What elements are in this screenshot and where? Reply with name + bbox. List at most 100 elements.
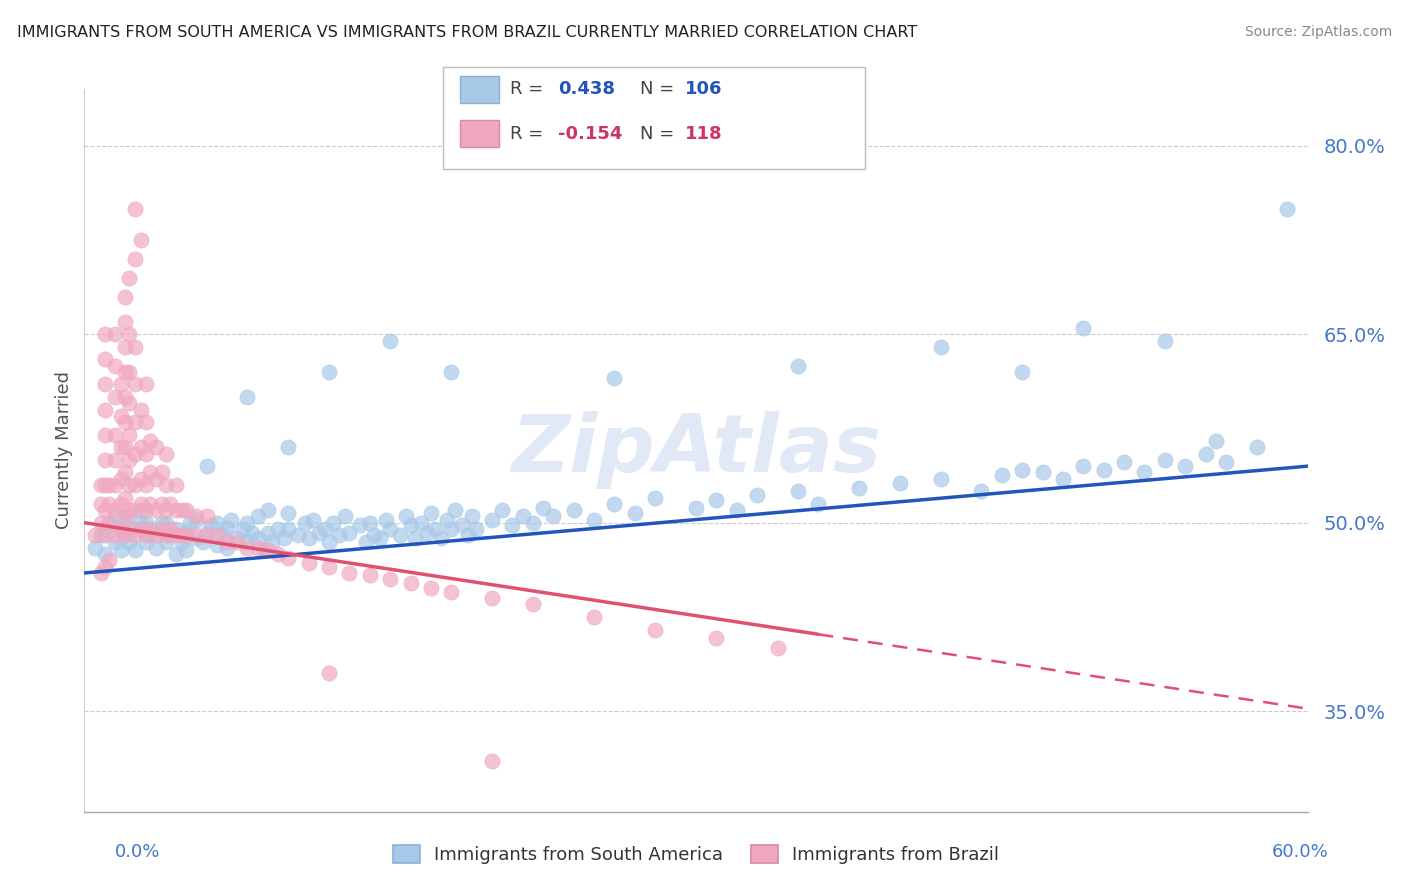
Point: [97, 478, 120, 492]
Point: [205, 528, 228, 542]
Point: [124, 252, 146, 266]
Point: [512, 509, 534, 524]
Point: [165, 528, 187, 542]
Point: [135, 377, 157, 392]
Point: [1073, 321, 1095, 335]
Point: [110, 440, 132, 454]
Point: [93, 453, 115, 467]
Point: [277, 522, 299, 536]
Point: [929, 472, 952, 486]
Point: [848, 481, 870, 495]
Point: [294, 516, 316, 530]
Point: [155, 516, 177, 530]
Point: [236, 534, 259, 549]
Point: [93, 352, 115, 367]
Point: [114, 365, 136, 379]
Point: [93, 427, 115, 442]
Point: [430, 531, 453, 545]
Point: [491, 503, 513, 517]
Point: [440, 522, 463, 536]
Point: [150, 466, 173, 480]
Point: [219, 513, 242, 527]
Point: [93, 327, 115, 342]
Y-axis label: Currently Married: Currently Married: [55, 371, 73, 530]
Point: [363, 528, 385, 542]
Point: [93, 528, 115, 542]
Point: [131, 402, 153, 417]
Point: [114, 491, 136, 505]
Point: [150, 497, 173, 511]
Point: [118, 427, 141, 442]
Point: [118, 453, 141, 467]
Point: [747, 488, 769, 502]
Point: [97, 553, 120, 567]
Point: [359, 516, 381, 530]
Text: 0.0%: 0.0%: [115, 843, 160, 861]
Point: [124, 478, 146, 492]
Point: [436, 513, 458, 527]
Point: [131, 472, 153, 486]
Point: [124, 415, 146, 429]
Point: [457, 528, 479, 542]
Point: [118, 522, 141, 536]
Point: [114, 390, 136, 404]
Point: [110, 377, 132, 392]
Point: [179, 516, 201, 530]
Point: [145, 522, 167, 536]
Point: [318, 559, 340, 574]
Point: [124, 340, 146, 354]
Point: [159, 528, 181, 542]
Point: [104, 427, 127, 442]
Point: [481, 513, 503, 527]
Point: [118, 478, 141, 492]
Point: [97, 516, 120, 530]
Point: [165, 522, 187, 536]
Point: [110, 522, 132, 536]
Point: [787, 359, 810, 373]
Point: [135, 528, 157, 542]
Point: [328, 528, 350, 542]
Point: [1092, 463, 1115, 477]
Point: [273, 531, 295, 545]
Point: [399, 518, 422, 533]
Point: [257, 525, 280, 540]
Point: [339, 566, 361, 580]
Point: [145, 472, 167, 486]
Point: [1215, 455, 1237, 469]
Point: [131, 503, 153, 517]
Point: [1133, 466, 1156, 480]
Point: [308, 525, 330, 540]
Point: [104, 503, 127, 517]
Point: [135, 478, 157, 492]
Point: [212, 528, 235, 542]
Point: [195, 509, 218, 524]
Point: [90, 478, 112, 492]
Point: [543, 509, 565, 524]
Point: [1205, 434, 1227, 448]
Point: [124, 447, 146, 461]
Text: N =: N =: [640, 125, 679, 143]
Point: [205, 538, 228, 552]
Point: [138, 434, 160, 448]
Point: [440, 584, 463, 599]
Point: [118, 327, 141, 342]
Point: [150, 516, 173, 530]
Text: 60.0%: 60.0%: [1272, 843, 1329, 861]
Point: [118, 534, 141, 549]
Point: [226, 531, 249, 545]
Point: [368, 531, 391, 545]
Point: [725, 503, 748, 517]
Point: [380, 572, 402, 586]
Point: [1195, 447, 1218, 461]
Point: [174, 528, 197, 542]
Point: [287, 528, 309, 542]
Point: [93, 522, 115, 536]
Point: [90, 566, 112, 580]
Point: [522, 598, 544, 612]
Point: [131, 497, 153, 511]
Point: [603, 497, 626, 511]
Point: [260, 534, 283, 549]
Point: [766, 641, 789, 656]
Point: [174, 503, 197, 517]
Point: [138, 522, 160, 536]
